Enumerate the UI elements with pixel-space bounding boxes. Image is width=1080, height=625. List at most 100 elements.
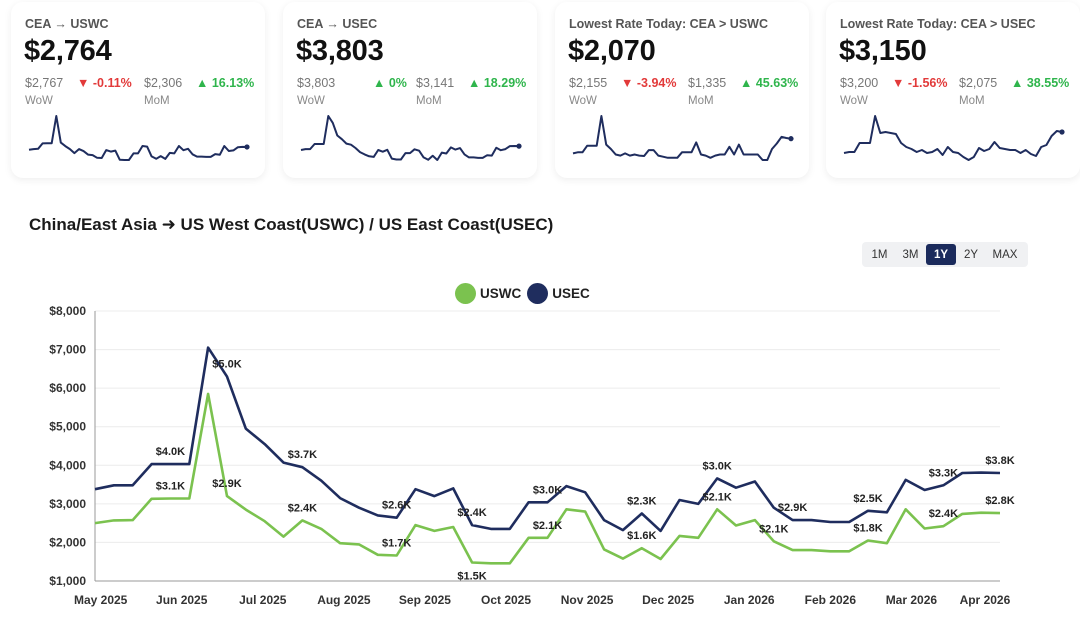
mom-change: ▲ 18.29%	[468, 76, 527, 90]
card-value: $3,150	[839, 35, 927, 67]
x-tick-label: Jun 2025	[156, 593, 208, 607]
x-tick-label: Jan 2026	[724, 593, 775, 607]
range-button-1y[interactable]: 1Y	[926, 244, 956, 265]
wow-previous: $2,155	[569, 76, 608, 90]
mom-label: MoM	[688, 95, 714, 107]
mom-change: ▲ 45.63%	[740, 76, 799, 90]
triangle-up-icon: ▲	[1011, 76, 1027, 90]
wow-label: WoW	[297, 95, 325, 107]
series-line-uswc	[94, 392, 1001, 565]
x-tick-label: Apr 2026	[960, 593, 1011, 607]
mom-change: ▲ 16.13%	[196, 76, 255, 90]
sparkline-end-point	[244, 144, 250, 150]
x-tick-label: Dec 2025	[642, 593, 694, 607]
triangle-down-icon: ▼	[77, 76, 93, 90]
y-tick-label: $5,000	[49, 420, 86, 434]
legend-swatch-usec	[527, 283, 549, 304]
card-title: CEA → USWC	[25, 17, 109, 31]
sparkline-chart	[28, 115, 250, 161]
triangle-up-icon: ▲	[468, 76, 484, 90]
x-tick-label: Jul 2025	[239, 593, 287, 607]
triangle-up-icon: ▲	[373, 76, 389, 90]
sparkline-path	[28, 115, 248, 161]
y-tick-label: $1,000	[49, 574, 86, 588]
mom-label: MoM	[144, 95, 170, 107]
mom-previous: $2,075	[959, 76, 998, 90]
wow-change: ▼ -0.11%	[77, 76, 132, 90]
data-label-uswc: $1.8K	[853, 523, 882, 535]
range-button-2y[interactable]: 2Y	[963, 248, 979, 261]
data-label-usec: $3.7K	[288, 449, 317, 461]
data-label-usec: $4.0K	[156, 446, 185, 458]
triangle-up-icon: ▲	[196, 76, 212, 90]
triangle-down-icon: ▼	[621, 76, 637, 90]
chart-legend: USWC USEC	[455, 283, 596, 304]
card-lowest-usec[interactable]: Lowest Rate Today: CEA > USEC $3,150 $3,…	[826, 2, 1080, 178]
wow-previous: $3,803	[297, 76, 336, 90]
sparkline-path	[300, 115, 520, 161]
mom-label: MoM	[416, 95, 442, 107]
wow-label: WoW	[840, 95, 868, 107]
data-label-uswc: $1.6K	[627, 530, 656, 542]
data-label-usec: $2.9K	[778, 502, 807, 514]
data-label-uswc: $3.1K	[156, 480, 185, 492]
wow-previous: $2,767	[25, 76, 64, 90]
legend-label-usec: USEC	[552, 286, 590, 301]
mom-change: ▲ 38.55%	[1011, 76, 1070, 90]
mom-previous: $2,306	[144, 76, 183, 90]
data-label-usec: $2.4K	[457, 507, 486, 519]
legend-swatch-uswc	[455, 283, 476, 304]
triangle-up-icon: ▲	[740, 76, 756, 90]
data-label-usec: $2.6K	[382, 500, 411, 512]
data-label-usec: $2.3K	[627, 496, 656, 508]
card-title: Lowest Rate Today: CEA > USWC	[569, 17, 768, 31]
sparkline-path	[843, 115, 1063, 161]
card-lowest-uswc[interactable]: Lowest Rate Today: CEA > USWC $2,070 $2,…	[555, 2, 809, 178]
time-range-selector: 1M 3M 1Y 2Y MAX	[862, 242, 1028, 267]
wow-label: WoW	[25, 95, 53, 107]
data-label-uswc: $2.9K	[212, 478, 241, 490]
card-value: $3,803	[296, 35, 384, 67]
sparkline-path	[572, 115, 792, 161]
summary-cards: CEA → USWC $2,764 $2,767 ▼ -0.11% WoW $2…	[0, 0, 1080, 182]
x-tick-label: Nov 2025	[561, 593, 614, 607]
x-tick-label: Feb 2026	[805, 593, 857, 607]
legend-item-usec[interactable]: USEC	[527, 283, 590, 304]
data-label-uswc: $2.8K	[985, 495, 1014, 507]
mom-label: MoM	[959, 95, 985, 107]
data-label-usec: $3.0K	[703, 460, 732, 472]
legend-label-uswc: USWC	[480, 286, 522, 301]
data-label-uswc: $2.4K	[288, 502, 317, 514]
line-chart: $1,000 $2,000 $3,000 $4,000 $5,000 $6,000 $7,0…	[49, 304, 1014, 607]
wow-change: ▼ -1.56%	[892, 76, 948, 90]
data-label-uswc: $2.4K	[929, 508, 958, 520]
mom-previous: $3,141	[416, 76, 455, 90]
sparkline-chart	[843, 115, 1065, 161]
card-value: $2,764	[24, 35, 112, 67]
y-tick-label: $3,000	[49, 497, 86, 511]
legend-item-uswc[interactable]: USWC	[455, 283, 521, 304]
data-label-usec: $2.5K	[853, 493, 882, 505]
series-line-usec	[94, 346, 1001, 533]
x-tick-label: Sep 2025	[399, 593, 451, 607]
x-tick-label: Aug 2025	[317, 593, 371, 607]
wow-change: ▼ -3.94%	[621, 76, 677, 90]
wow-previous: $3,200	[840, 76, 879, 90]
chart-title: China/East Asia ➜ US West Coast(USWC) / …	[29, 215, 554, 234]
y-tick-label: $8,000	[49, 304, 86, 318]
range-button-3m[interactable]: 3M	[902, 248, 919, 261]
x-tick-label: Mar 2026	[886, 593, 938, 607]
data-label-usec: $3.3K	[929, 467, 958, 479]
triangle-down-icon: ▼	[892, 76, 908, 90]
data-label-usec: $3.0K	[533, 484, 562, 496]
x-tick-label: Oct 2025	[481, 593, 531, 607]
range-button-max[interactable]: MAX	[992, 248, 1018, 261]
mom-previous: $1,335	[688, 76, 727, 90]
card-cea-usec[interactable]: CEA → USEC $3,803 $3,803 ▲ 0% WoW $3,141…	[283, 2, 537, 178]
card-value: $2,070	[568, 35, 656, 67]
wow-change: ▲ 0%	[373, 76, 407, 90]
data-label-uswc: $1.7K	[382, 538, 411, 550]
card-cea-uswc[interactable]: CEA → USWC $2,764 $2,767 ▼ -0.11% WoW $2…	[11, 2, 265, 178]
data-label-uswc: $2.1K	[533, 520, 562, 532]
range-button-1m[interactable]: 1M	[871, 248, 888, 261]
